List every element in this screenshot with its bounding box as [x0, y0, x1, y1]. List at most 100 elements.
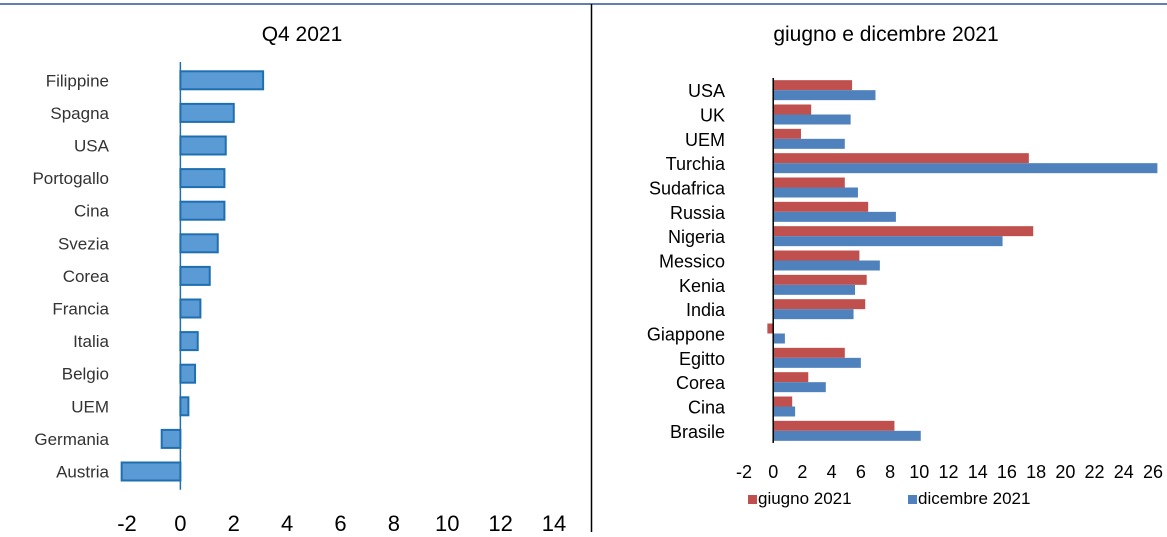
- bar-sudafrica-giugno: [773, 177, 845, 188]
- category-label: Germania: [34, 430, 109, 449]
- bar-nigeria-giugno: [773, 226, 1034, 237]
- category-label: Corea: [63, 267, 110, 286]
- x-tick-label: 4: [281, 511, 293, 532]
- category-label: Svezia: [58, 234, 110, 253]
- x-tick-label: 6: [856, 462, 866, 482]
- bar-giappone-dicembre: [773, 333, 785, 344]
- bar-messico-dicembre: [773, 260, 880, 271]
- right-chart-panel: giugno e dicembre 2021 USA UK UEM Turchia Su…: [647, 23, 1163, 508]
- bar-svezia: [179, 233, 219, 254]
- category-label: Spagna: [50, 104, 109, 123]
- bar-usa-giugno: [773, 80, 853, 91]
- bar-cina: [179, 200, 226, 221]
- bar-corea-dicembre: [773, 382, 826, 393]
- bar-messico-giugno: [773, 250, 860, 261]
- x-tick-label: 0: [768, 462, 778, 482]
- category-label: Italia: [73, 332, 109, 351]
- category-label: UEM: [71, 397, 109, 416]
- category-label: Turchia: [666, 154, 726, 174]
- category-label: Kenia: [679, 276, 726, 296]
- x-tick-label: 8: [885, 462, 895, 482]
- bar-filippine: [179, 70, 265, 91]
- bar-uk-dicembre: [773, 114, 851, 125]
- category-label: Egitto: [679, 349, 725, 369]
- bar-brasile-dicembre: [773, 430, 921, 441]
- bar-corea: [179, 265, 211, 286]
- bar-belgio: [179, 363, 197, 384]
- category-label: UK: [700, 106, 725, 126]
- bar-spagna: [179, 102, 235, 123]
- x-tick-label: 2: [797, 462, 807, 482]
- bar-corea-giugno: [773, 372, 809, 383]
- category-label: Francia: [52, 300, 109, 319]
- x-tick-label: 24: [1114, 462, 1134, 482]
- bar-uk-giugno: [773, 104, 812, 115]
- bar-cina-giugno: [773, 396, 793, 407]
- category-label: USA: [688, 81, 725, 101]
- x-tick-label: 18: [1026, 462, 1046, 482]
- bar-cina-dicembre: [773, 406, 796, 417]
- right-chart-legend: giugno 2021 dicembre 2021: [748, 489, 1030, 508]
- bar-francia: [179, 298, 202, 319]
- legend-label-giugno: giugno 2021: [758, 489, 852, 508]
- legend-swatch-giugno: [748, 495, 757, 504]
- category-label: Brasile: [670, 422, 725, 442]
- category-label: Filippine: [46, 71, 109, 90]
- x-tick-label: 14: [968, 462, 988, 482]
- legend-swatch-dicembre: [908, 495, 917, 504]
- bar-kenia-dicembre: [773, 284, 856, 295]
- x-tick-label: 12: [938, 462, 958, 482]
- category-label: Portogallo: [32, 169, 109, 188]
- x-tick-label: 2: [228, 511, 240, 532]
- bar-russia-giugno: [773, 201, 869, 212]
- bar-russia-dicembre: [773, 211, 896, 222]
- category-label: Giappone: [647, 325, 725, 345]
- right-chart-title: giugno e dicembre 2021: [773, 23, 998, 46]
- bar-uem: [179, 396, 190, 417]
- bar-giappone-giugno: [767, 323, 774, 334]
- x-tick-label: 16: [997, 462, 1017, 482]
- category-label: Cina: [74, 202, 110, 221]
- category-label: Belgio: [62, 365, 109, 384]
- bar-india-dicembre: [773, 309, 854, 320]
- bar-germania: [160, 428, 182, 449]
- category-label: India: [686, 300, 726, 320]
- x-tick-label: -2: [736, 462, 752, 482]
- x-tick-label: 26: [1143, 462, 1163, 482]
- x-tick-label: 20: [1055, 462, 1075, 482]
- bar-austria: [120, 461, 182, 482]
- category-label: Corea: [676, 373, 726, 393]
- x-tick-label: 8: [388, 511, 400, 532]
- bar-usa-dicembre: [773, 90, 876, 101]
- category-label: Nigeria: [668, 227, 726, 247]
- x-tick-label: 22: [1085, 462, 1105, 482]
- category-label: UEM: [685, 130, 725, 150]
- bar-kenia-giugno: [773, 274, 867, 285]
- category-label: Austria: [56, 463, 109, 482]
- x-tick-label: 0: [174, 511, 186, 532]
- left-chart-panel: Q4 2021 Filippine Spagna USA Portogallo Cina…: [32, 23, 566, 536]
- bar-turchia-giugno: [773, 153, 1029, 164]
- bar-italia: [179, 331, 199, 352]
- x-tick-label: 14: [542, 511, 566, 532]
- x-tick-label: 4: [827, 462, 837, 482]
- category-label: Messico: [659, 252, 725, 272]
- x-tick-label: 10: [435, 511, 459, 532]
- x-tick-label: -2: [117, 511, 137, 532]
- category-label: USA: [74, 137, 110, 156]
- bar-egitto-dicembre: [773, 357, 861, 368]
- x-tick-label: 10: [909, 462, 929, 482]
- left-chart-title: Q4 2021: [262, 23, 343, 46]
- bar-usa: [179, 135, 227, 156]
- category-label: Cina: [688, 398, 726, 418]
- bar-turchia-dicembre: [773, 163, 1158, 174]
- category-label: Russia: [670, 203, 726, 223]
- bar-sudafrica-dicembre: [773, 187, 858, 198]
- category-label: Sudafrica: [649, 179, 726, 199]
- legend-label-dicembre: dicembre 2021: [918, 489, 1030, 508]
- bar-uem-giugno: [773, 128, 801, 139]
- x-tick-label: 12: [488, 511, 512, 532]
- bar-india-giugno: [773, 299, 866, 310]
